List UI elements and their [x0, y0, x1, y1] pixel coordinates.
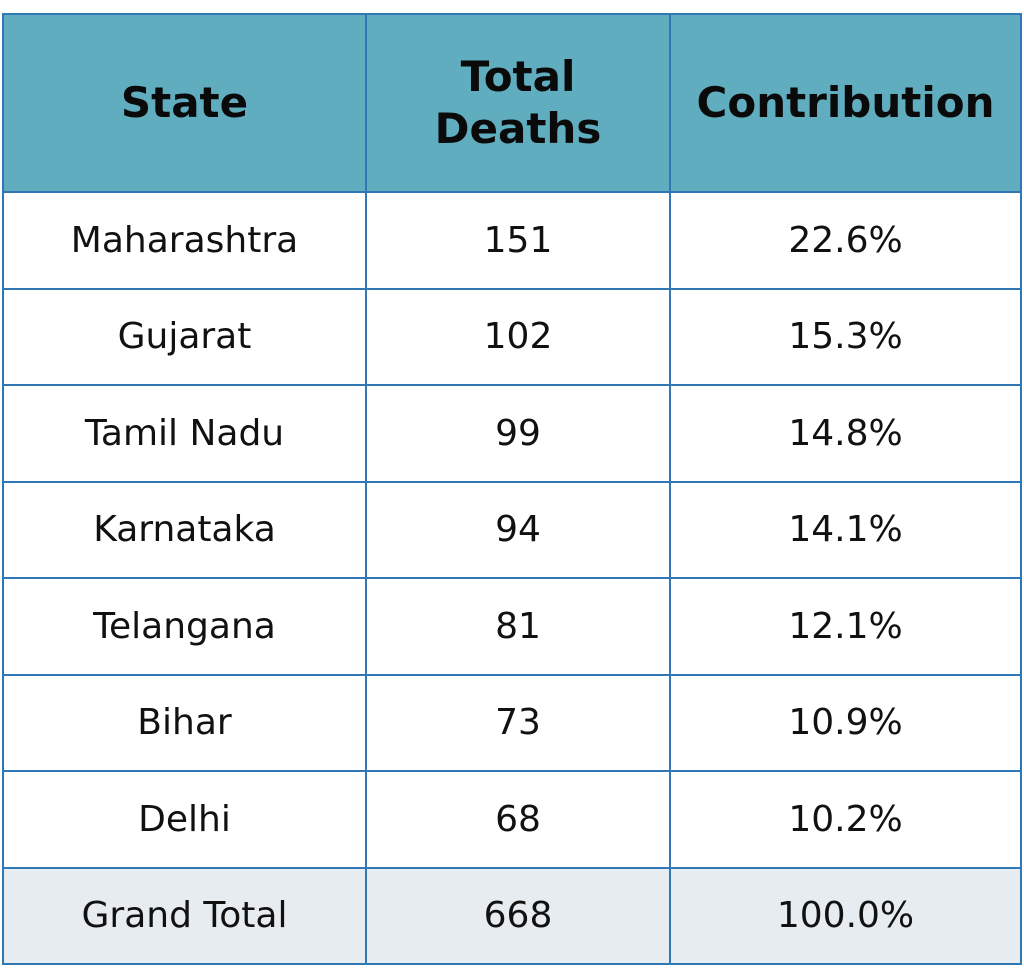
cell-state: Bihar	[2, 673, 367, 772]
table-row: Delhi 68 10.2%	[2, 770, 1022, 869]
cell-deaths: 99	[365, 384, 671, 483]
cell-state: Maharashtra	[2, 191, 367, 290]
deaths-table-container: State Total Deaths Contribution Maharash…	[2, 13, 1022, 965]
table-row: Karnataka 94 14.1%	[2, 480, 1022, 579]
total-deaths: 668	[365, 866, 671, 965]
total-contribution: 100.0%	[669, 866, 1022, 965]
table-row: Maharashtra 151 22.6%	[2, 191, 1022, 290]
header-total-deaths: Total Deaths	[365, 13, 671, 193]
cell-state: Telangana	[2, 577, 367, 676]
header-contribution: Contribution	[669, 13, 1022, 193]
cell-contribution: 10.2%	[669, 770, 1022, 869]
cell-state: Gujarat	[2, 287, 367, 386]
cell-deaths: 151	[365, 191, 671, 290]
grand-total-row: Grand Total 668 100.0%	[2, 866, 1022, 965]
cell-contribution: 15.3%	[669, 287, 1022, 386]
cell-deaths: 68	[365, 770, 671, 869]
table-row: Gujarat 102 15.3%	[2, 287, 1022, 386]
cell-contribution: 12.1%	[669, 577, 1022, 676]
table-row: Bihar 73 10.9%	[2, 673, 1022, 772]
cell-state: Tamil Nadu	[2, 384, 367, 483]
table-row: Telangana 81 12.1%	[2, 577, 1022, 676]
cell-contribution: 22.6%	[669, 191, 1022, 290]
total-label: Grand Total	[2, 866, 367, 965]
table-row: Tamil Nadu 99 14.8%	[2, 384, 1022, 483]
cell-deaths: 94	[365, 480, 671, 579]
header-row: State Total Deaths Contribution	[2, 13, 1022, 193]
cell-contribution: 14.8%	[669, 384, 1022, 483]
cell-deaths: 73	[365, 673, 671, 772]
cell-contribution: 10.9%	[669, 673, 1022, 772]
cell-state: Delhi	[2, 770, 367, 869]
deaths-by-state-table: State Total Deaths Contribution Maharash…	[2, 13, 1022, 965]
cell-deaths: 81	[365, 577, 671, 676]
header-state: State	[2, 13, 367, 193]
cell-deaths: 102	[365, 287, 671, 386]
cell-state: Karnataka	[2, 480, 367, 579]
cell-contribution: 14.1%	[669, 480, 1022, 579]
